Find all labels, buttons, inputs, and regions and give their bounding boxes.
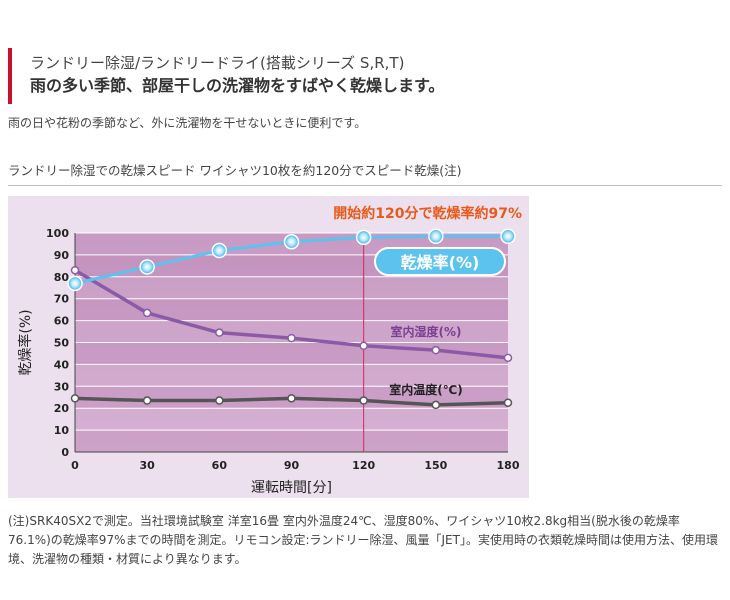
chart-container: 0 10 20 30 40 50 60 70 80 90 100 0 30 60 90 120 150 180 運転… [8,196,529,498]
grid-band [75,298,508,321]
x-tick-label: 30 [140,459,156,472]
drying-rate-point [500,228,516,245]
feature-subtitle: 雨の多い季節、部屋干しの洗濯物をすばやく乾燥します。 [30,76,445,95]
y-tick-label: 40 [54,358,70,371]
x-tick-label: 150 [424,459,447,472]
humidity-point [503,353,513,363]
y-tick-label: 20 [54,402,70,415]
temperature-label: 室内温度(℃) [389,382,463,397]
y-tick-label: 50 [54,337,70,350]
drying-rate-label: 乾燥率(%) [374,247,506,276]
humidity-point [287,333,296,343]
drying-chart: 0 10 20 30 40 50 60 70 80 90 100 0 30 60 90 120 150 180 運転… [8,196,529,498]
humidity-point [70,265,80,275]
temperature-point [503,398,513,407]
humidity-label: 室内湿度(%) [391,324,462,339]
intro-text: 雨の日や花粉の季節など、外に洗濯物を干せないときに便利です。 [8,116,367,130]
feature-title: ランドリー除湿/ランドリードライ(搭載シリーズ S,R,T) [30,54,405,72]
grid-band [75,430,508,452]
y-tick-label: 70 [54,293,70,306]
temperature-point [431,400,441,410]
x-axis-label: 運転時間[分] [251,480,332,496]
x-tick-label: 60 [212,459,228,472]
temperature-point [287,394,296,403]
drying-rate-label-text: 乾燥率(%) [401,253,480,272]
y-tick-label: 80 [54,271,70,284]
x-tick-label: 0 [71,459,79,472]
y-tick-label: 60 [54,315,70,328]
grid-band [75,342,508,365]
drying-rate-label-pill [374,247,506,276]
temperature-point [142,396,152,405]
x-tick-label: 180 [497,459,520,472]
x-tick-label: 90 [284,459,300,472]
humidity-point [431,345,441,355]
drying-rate-point [428,228,444,245]
temperature-point [215,396,224,405]
y-tick-label: 90 [54,249,70,262]
drying-rate-point [139,259,155,275]
footnote: (注)SRK40SX2で測定。当社環境試験室 洋室16畳 室内外温度24℃、湿度… [8,514,718,566]
y-tick-label: 0 [61,446,69,459]
drying-rate-point [67,275,83,292]
y-tick-label: 30 [54,380,70,393]
temperature-point [70,394,80,403]
drying-rate-point [355,229,372,246]
humidity-point [215,328,224,337]
x-tick-label: 120 [352,459,375,472]
humidity-point [359,341,368,351]
y-tick-label: 10 [54,424,70,437]
temperature-point [359,396,368,405]
drying-rate-point [211,242,228,259]
humidity-point [142,308,152,318]
y-tick-label: 100 [46,227,69,240]
y-axis-label: 乾燥率(%) [17,309,34,375]
chart-heading: ランドリー除湿での乾燥スピード ワイシャツ10枚を約120分でスピード乾燥(注) [8,160,722,186]
annotation-text: 開始約120分で乾燥率約97% [333,205,522,222]
headline-block: ランドリー除湿/ランドリードライ(搭載シリーズ S,R,T) 雨の多い季節、部屋… [8,48,468,104]
drying-rate-point [283,234,300,250]
